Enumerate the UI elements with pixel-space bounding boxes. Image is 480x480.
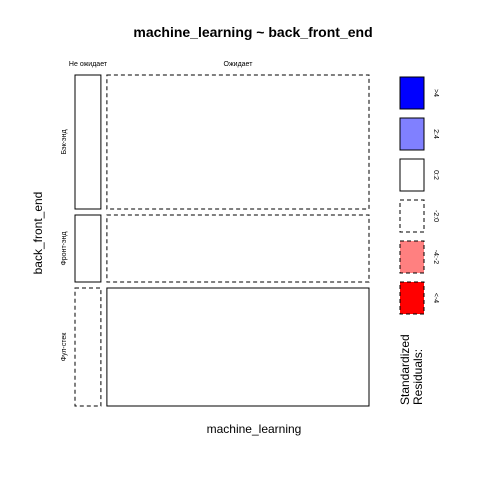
mosaic-tiles [74, 74, 370, 407]
legend-label: -4:-2 [432, 250, 439, 265]
legend-swatch [399, 158, 425, 192]
x-axis-title: machine_learning [207, 422, 302, 436]
legend-title-line2: Residuals: [411, 349, 425, 405]
mosaic-tile [106, 74, 370, 210]
y-level-label: Фул-стек [61, 332, 68, 362]
legend-label: >4 [432, 89, 439, 97]
legend-label: <-4 [432, 293, 439, 303]
legend-swatch [399, 281, 425, 315]
legend-label: -2:0 [432, 210, 439, 222]
mosaic-tile [106, 287, 370, 407]
legend-label: 0:2 [432, 170, 439, 180]
y-axis-title: back_front_end [31, 192, 45, 275]
x-level-labels: Не ожидает Ожидает [69, 61, 253, 68]
legend-swatch [399, 76, 425, 110]
legend-swatch [399, 240, 425, 274]
mosaic-tile [74, 287, 102, 407]
legend-label: 2:4 [432, 129, 439, 139]
mosaic-tile [74, 214, 102, 283]
x-level-label: Ожидает [224, 61, 254, 68]
legend-swatch [399, 117, 425, 151]
mosaic-tile [74, 74, 102, 210]
chart-title: machine_learning ~ back_front_end [133, 24, 372, 40]
y-level-labels: Бэк-энд Фронт-энд Фул-стек [61, 129, 68, 361]
mosaic-tile [106, 214, 370, 283]
x-level-label: Не ожидает [69, 61, 108, 68]
residuals-legend: >4 2:4 0:2 -2:0 -4:-2 <-4 Standardized Residual… [398, 76, 439, 405]
legend-title-line1: Standardized [398, 334, 412, 405]
y-level-label: Фронт-энд [61, 231, 68, 265]
y-level-label: Бэк-энд [61, 129, 68, 154]
legend-swatch [399, 199, 425, 233]
